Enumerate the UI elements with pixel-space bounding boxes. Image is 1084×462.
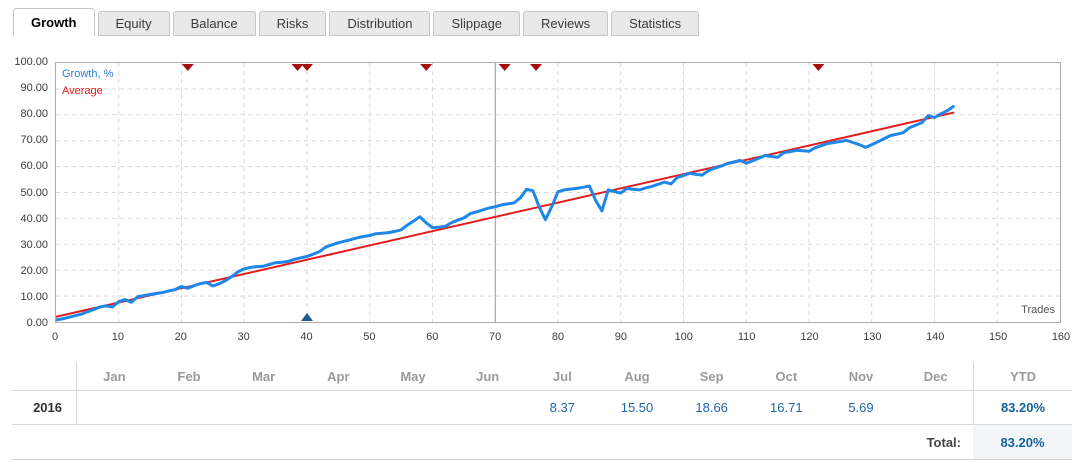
x-tick-label: 100 xyxy=(674,331,693,343)
growth-value-mar xyxy=(226,391,301,424)
growth-value-oct: 16.71 xyxy=(770,400,803,415)
x-tick-label: 120 xyxy=(800,331,819,343)
month-header-mar: Mar xyxy=(252,368,276,384)
growth-value-may xyxy=(376,391,451,424)
tab-risks[interactable]: Risks xyxy=(258,11,327,36)
month-header-dec: Dec xyxy=(923,368,948,384)
y-tick-label: 60.00 xyxy=(20,160,48,173)
x-tick-label: 70 xyxy=(489,331,502,343)
growth-value-nov: 5.69 xyxy=(848,400,874,415)
y-tick-label: 0.00 xyxy=(26,317,48,329)
x-tick-label: 110 xyxy=(737,331,756,343)
month-header-nov: Nov xyxy=(848,368,874,384)
y-tick-label: 40.00 xyxy=(20,212,48,225)
growth-chart-plot xyxy=(55,62,1061,323)
x-tick-label: 50 xyxy=(363,331,376,343)
growth-value-feb xyxy=(152,391,227,424)
growth-value-aug: 15.50 xyxy=(620,400,654,415)
chart-legend: Growth, % Average xyxy=(62,66,113,100)
table-header-row: Jan Feb Mar Apr May Jun Jul Aug Sep Oct Nov Dec YTD xyxy=(12,362,1072,390)
table-row: 2016 8.37 15.50 18.66 16.71 5.69 83.20% xyxy=(12,390,1072,424)
y-tick-label: 80.00 xyxy=(20,108,48,121)
x-tick-label: 20 xyxy=(174,331,187,343)
tab-growth[interactable]: Growth xyxy=(13,8,95,36)
x-tick-label: 40 xyxy=(300,331,313,343)
total-label: Total: xyxy=(926,434,961,450)
y-tick-label: 50.00 xyxy=(20,186,48,199)
total-value: 83.20% xyxy=(973,425,1072,459)
month-header-aug: Aug xyxy=(624,368,650,384)
growth-value-jun xyxy=(450,391,525,424)
x-axis-title: Trades xyxy=(1021,304,1055,316)
growth-value-jul: 8.37 xyxy=(549,400,575,415)
growth-value-dec xyxy=(898,391,973,424)
tab-distribution[interactable]: Distribution xyxy=(329,11,431,36)
row-year-label: 2016 xyxy=(12,391,77,424)
month-header-jan: Jan xyxy=(103,368,126,384)
month-header-jul: Jul xyxy=(552,368,572,384)
x-tick-label: 80 xyxy=(551,331,565,343)
x-tick-label: 150 xyxy=(988,331,1008,343)
x-tick-label: 160 xyxy=(1051,331,1071,343)
growth-value-jan xyxy=(77,391,152,424)
y-tick-label: 10.00 xyxy=(20,290,48,303)
tab-reviews[interactable]: Reviews xyxy=(523,11,609,36)
month-header-feb: Feb xyxy=(177,368,201,384)
y-tick-label: 100.00 xyxy=(14,56,48,68)
y-tick-label: 30.00 xyxy=(20,238,48,251)
month-header-jun: Jun xyxy=(476,368,500,384)
x-tick-label: 90 xyxy=(614,331,627,343)
legend-item-average: Average xyxy=(62,85,103,97)
x-tick-label: 140 xyxy=(926,331,945,343)
growth-chart-canvas xyxy=(56,63,1060,322)
x-tick-label: 130 xyxy=(863,331,882,343)
x-tick-label: 60 xyxy=(426,331,439,343)
month-header-oct: Oct xyxy=(775,368,798,384)
y-tick-label: 70.00 xyxy=(20,134,48,147)
tab-balance[interactable]: Balance xyxy=(172,11,256,36)
legend-item-growth: Growth, % xyxy=(62,68,114,80)
tab-statistics[interactable]: Statistics xyxy=(611,11,700,36)
monthly-growth-table: Jan Feb Mar Apr May Jun Jul Aug Sep Oct Nov Dec YTD … xyxy=(12,362,1072,460)
tab-bar: Growth Equity Balance Risks Distribution Slip… xyxy=(13,8,700,36)
growth-value-apr xyxy=(301,391,376,424)
tab-slippage[interactable]: Slippage xyxy=(433,11,521,36)
y-tick-label: 20.00 xyxy=(20,264,48,277)
year-column-header xyxy=(12,362,77,390)
x-tick-label: 10 xyxy=(111,331,124,343)
tab-equity[interactable]: Equity xyxy=(97,11,170,36)
ytd-column-header: YTD xyxy=(972,362,1072,390)
ytd-value: 83.20% xyxy=(972,391,1072,424)
x-tick-label: 30 xyxy=(237,331,250,343)
table-total-row: Total: 83.20% xyxy=(12,424,1072,460)
y-tick-label: 90.00 xyxy=(20,82,48,95)
month-header-may: May xyxy=(400,368,426,384)
growth-value-sep: 18.66 xyxy=(695,400,728,415)
x-tick-label: 0 xyxy=(51,331,59,343)
month-header-apr: Apr xyxy=(327,368,350,384)
month-header-sep: Sep xyxy=(699,368,724,384)
